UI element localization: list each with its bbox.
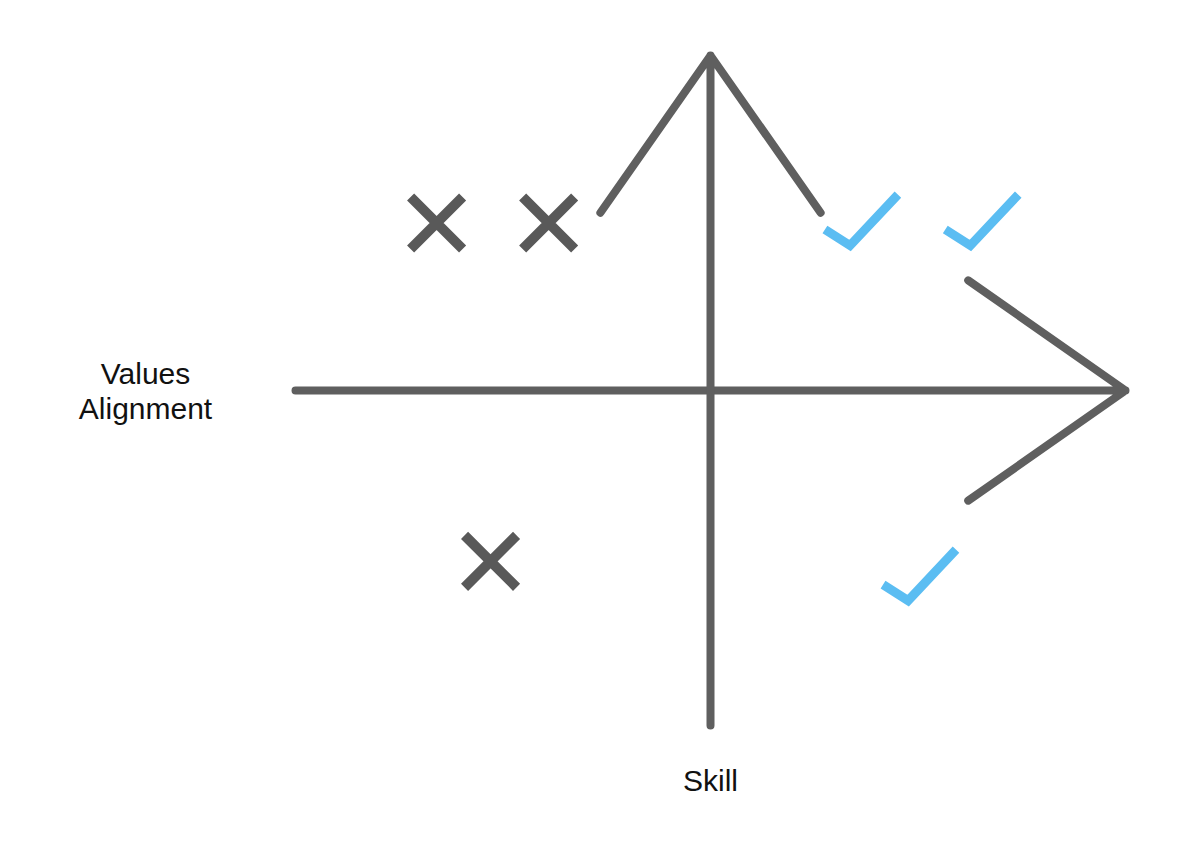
svg-text:Skill: Skill (683, 764, 738, 797)
svg-text:ValuesAlignment: ValuesAlignment (79, 357, 213, 425)
